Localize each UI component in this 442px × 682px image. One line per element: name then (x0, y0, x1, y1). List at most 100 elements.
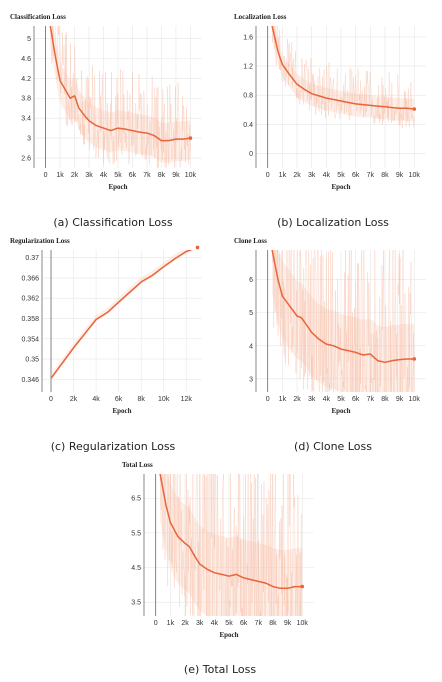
end-point (412, 357, 417, 361)
smoothed-loss-line (49, 26, 191, 142)
x-tick-label: 6k (115, 396, 123, 403)
variance-band (51, 250, 197, 381)
x-tick-label: 4k (211, 620, 219, 627)
total-loss-panel: Total Loss 3.5 4.5 5.5 6.5 0 1k 2k 3k 4k 5k 6k 7k 8k 9… (120, 458, 320, 648)
x-tick-label: 6k (352, 396, 360, 403)
x-tick-label: 10k (409, 172, 421, 179)
x-tick-label: 2k (70, 396, 78, 403)
y-tick-label: 4.5 (131, 565, 141, 572)
x-tick-label: 4k (100, 172, 108, 179)
x-tick-label: 2k (293, 396, 301, 403)
clone-loss-panel: Clone Loss 3 4 5 6 0 1k 2k 3k 4k 5k 6k 7k 8k 9k 10k Epoc… (232, 234, 432, 424)
x-tick-label: 1k (279, 396, 287, 403)
x-tick-label: 7k (367, 396, 375, 403)
caption-regularization-loss: (c) Regularization Loss (50, 440, 176, 453)
x-tick-label: 1k (167, 620, 175, 627)
y-tick-label: 3.8 (21, 96, 31, 103)
y-tick-label: 5.5 (131, 530, 141, 537)
x-tick-label: 0 (266, 396, 270, 403)
y-tick-label: 0.362 (21, 296, 39, 303)
y-tick-label: 4.2 (21, 76, 31, 83)
smoothed-loss-line (50, 250, 193, 379)
x-tick-label: 1k (56, 172, 64, 179)
y-tick-label: 0 (249, 151, 253, 158)
x-tick-label: 9k (396, 396, 404, 403)
localization-loss-panel: Localization Loss 0 0.4 0.8 1.2 1.6 0 1k 2k 3k 4k 5… (232, 10, 432, 200)
smoothed-loss-line (159, 474, 303, 590)
end-point (188, 136, 193, 140)
x-axis-label: Epoch (331, 183, 350, 191)
x-tick-label: 6k (129, 172, 137, 179)
regularization-loss-panel: Regularization Loss 0.346 0.35 0.354 0.358 0.… (8, 234, 208, 424)
y-tick-label: 5 (27, 36, 31, 43)
x-axis-label: Epoch (219, 631, 238, 639)
chart-title: Regularization Loss (10, 237, 70, 245)
y-tick-label: 6 (249, 277, 253, 284)
y-tick-label: 3 (27, 136, 31, 143)
x-axis-label: Epoch (108, 183, 127, 191)
x-tick-label: 10k (158, 396, 170, 403)
x-tick-label: 9k (284, 620, 292, 627)
caption-localization-loss: (b) Localization Loss (277, 216, 389, 229)
y-tick-label: 0.346 (21, 377, 39, 384)
x-tick-label: 2k (181, 620, 189, 627)
x-tick-label: 6k (240, 620, 248, 627)
y-tick-label: 4 (249, 343, 253, 350)
x-tick-label: 1k (279, 172, 287, 179)
y-tick-label: 6.5 (131, 496, 141, 503)
x-tick-label: 6k (352, 172, 360, 179)
x-tick-label: 5k (114, 172, 122, 179)
classification-loss-chart: Classification Loss 2.6 3 3.4 3.8 4.2 4.6 5 0 1k 2… (10, 13, 202, 191)
regularization-loss-chart: Regularization Loss 0.346 0.35 0.354 0.358 0.… (10, 237, 202, 415)
y-tick-label: 0.8 (243, 93, 253, 100)
end-point (195, 245, 200, 250)
y-tick-label: 0.37 (25, 255, 39, 262)
y-tick-label: 3.4 (21, 116, 31, 123)
end-point (412, 107, 417, 111)
x-tick-label: 3k (196, 620, 204, 627)
chart-title: Localization Loss (234, 13, 287, 21)
classification-loss-panel: Classification Loss 2.6 3 3.4 3.8 4.2 4.6 5 0 1k 2… (8, 10, 208, 200)
x-tick-label: 8k (381, 396, 389, 403)
x-tick-label: 0 (154, 620, 158, 627)
raw-loss-line (272, 26, 415, 129)
x-axis-label: Epoch (112, 407, 131, 415)
x-tick-label: 10k (409, 396, 421, 403)
y-tick-label: 3 (249, 376, 253, 383)
x-tick-label: 0 (44, 172, 48, 179)
x-tick-label: 10k (185, 172, 197, 179)
clone-loss-chart: Clone Loss 3 4 5 6 0 1k 2k 3k 4k 5k 6k 7k 8k 9k 10k Epoc… (234, 237, 426, 415)
y-tick-label: 2.6 (21, 156, 31, 163)
x-tick-label: 3k (308, 396, 316, 403)
raw-loss-line (50, 26, 191, 168)
y-tick-label: 0.35 (25, 357, 39, 364)
y-tick-label: 0.4 (243, 122, 253, 129)
y-tick-label: 0.354 (21, 336, 39, 343)
caption-classification-loss: (a) Classification Loss (53, 216, 173, 229)
x-tick-label: 9k (396, 172, 404, 179)
x-tick-label: 8k (158, 172, 166, 179)
x-tick-label: 2k (293, 172, 301, 179)
smoothed-loss-line (271, 250, 415, 364)
total-loss-chart: Total Loss 3.5 4.5 5.5 6.5 0 1k 2k 3k 4k 5k 6k 7k 8k 9… (122, 461, 314, 639)
y-tick-label: 1.6 (243, 34, 253, 41)
x-tick-label: 8k (269, 620, 277, 627)
x-tick-label: 10k (297, 620, 309, 627)
chart-title: Total Loss (122, 461, 153, 469)
y-tick-label: 0.366 (21, 275, 39, 282)
x-tick-label: 5k (337, 172, 345, 179)
x-tick-label: 8k (381, 172, 389, 179)
x-tick-label: 2k (71, 172, 79, 179)
caption-total-loss: (e) Total Loss (183, 663, 257, 676)
raw-loss-line (272, 250, 415, 392)
raw-loss-line (159, 474, 302, 616)
x-tick-label: 0 (49, 396, 53, 403)
x-tick-label: 4k (323, 396, 331, 403)
caption-clone-loss: (d) Clone Loss (294, 440, 372, 453)
y-tick-label: 1.2 (243, 64, 253, 71)
x-tick-label: 12k (181, 396, 193, 403)
y-tick-label: 4.6 (21, 56, 31, 63)
x-tick-label: 4k (323, 172, 331, 179)
smoothed-loss-line (271, 26, 415, 110)
x-tick-label: 8k (137, 396, 145, 403)
